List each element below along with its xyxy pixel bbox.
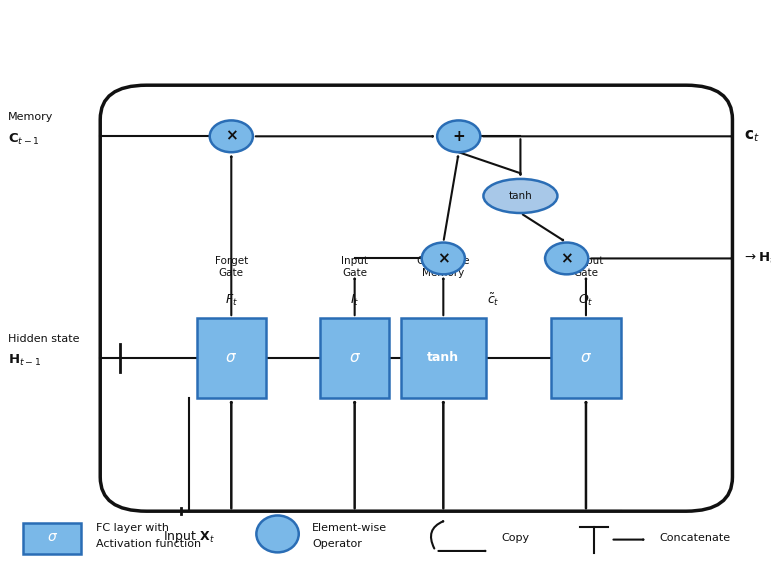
Text: $\sigma$: $\sigma$ [225,350,237,365]
Text: ×: × [561,251,573,266]
Text: Memory: Memory [8,112,53,122]
Text: Element-wise: Element-wise [312,523,387,533]
Text: $F_t$: $F_t$ [225,293,237,308]
Circle shape [437,120,480,152]
Text: Forget
Gate: Forget Gate [214,256,248,278]
Text: $O_t$: $O_t$ [578,293,594,308]
Text: Input $\mathbf{X}_t$: Input $\mathbf{X}_t$ [163,529,215,545]
Ellipse shape [483,179,557,213]
Text: tanh: tanh [509,191,532,201]
Text: $\sigma$: $\sigma$ [348,350,361,365]
Text: $\mathbf{H}_{t-1}$: $\mathbf{H}_{t-1}$ [8,353,41,368]
Text: Activation function: Activation function [96,538,201,549]
FancyBboxPatch shape [23,523,81,554]
Text: Output
Gate: Output Gate [567,256,604,278]
Circle shape [210,120,253,152]
Text: +: + [453,129,465,144]
Text: $\rightarrow\mathbf{H}_t$: $\rightarrow\mathbf{H}_t$ [742,251,771,266]
Text: ×: × [225,129,237,144]
Text: $\mathbf{C}_{t-1}$: $\mathbf{C}_{t-1}$ [8,132,39,147]
Text: $I_t$: $I_t$ [350,293,359,308]
Text: Hidden state: Hidden state [8,333,79,344]
Text: $\sigma$: $\sigma$ [580,350,592,365]
Text: $\sigma$: $\sigma$ [47,530,58,544]
Text: $\mathbf{c}_t$: $\mathbf{c}_t$ [744,128,759,144]
Text: Copy: Copy [501,533,529,543]
Text: tanh: tanh [427,352,460,364]
Circle shape [422,243,465,274]
FancyBboxPatch shape [320,318,389,398]
Circle shape [545,243,588,274]
Text: Input
Gate: Input Gate [341,256,369,278]
FancyBboxPatch shape [551,318,621,398]
Ellipse shape [256,516,298,552]
FancyBboxPatch shape [401,318,486,398]
Text: FC layer with: FC layer with [96,523,170,533]
FancyBboxPatch shape [197,318,266,398]
Text: Operator: Operator [312,538,362,549]
Text: ×: × [437,251,449,266]
Text: $\tilde{c}_t$: $\tilde{c}_t$ [487,291,500,308]
Text: Concatenate: Concatenate [659,533,730,543]
Text: Candidate
Memory: Candidate Memory [416,256,470,278]
